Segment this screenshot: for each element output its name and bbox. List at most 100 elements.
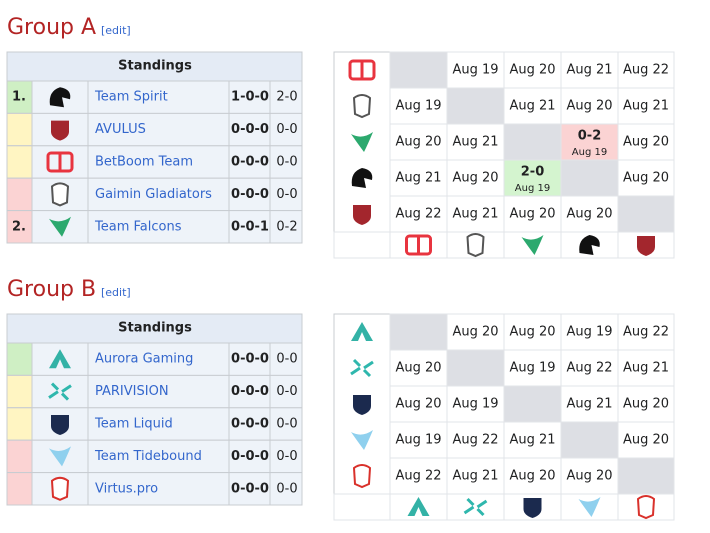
team-name: Team Tidebound [94, 449, 202, 464]
matrix-cell [446, 123, 505, 161]
rank-cell [6, 472, 33, 506]
edit-link[interactable]: [edit] [101, 24, 131, 37]
rank-cell [6, 145, 33, 179]
match-date: Aug 19 [452, 397, 498, 412]
team-logo [579, 235, 600, 255]
match-date: Aug 21 [452, 469, 498, 484]
series-score: 0-0-0 [231, 417, 269, 432]
rank-cell [6, 342, 33, 376]
matrix-cell [446, 457, 505, 495]
rank: 1. [12, 90, 26, 105]
matrix-cell [389, 421, 448, 459]
rank: 2. [12, 219, 26, 234]
team-logo [636, 495, 656, 520]
match-date: Aug 20 [509, 207, 555, 222]
match-date: Aug 19 [395, 433, 441, 448]
matrix-cell [389, 51, 448, 89]
map-score: 0-0 [276, 187, 297, 202]
team-name: Team Spirit [94, 90, 168, 105]
match-date: Aug 20 [623, 433, 669, 448]
matrix-cell [560, 51, 619, 89]
series-score: 1-0-0 [231, 90, 269, 105]
team-logo [351, 132, 373, 152]
group-title: Group B [7, 277, 96, 302]
team-logo [463, 497, 488, 517]
edit-link[interactable]: [edit] [101, 286, 131, 299]
matrix-cell [446, 51, 505, 89]
rank-cell [6, 407, 33, 441]
match-date: Aug 21 [623, 361, 669, 376]
team-name: Virtus.pro [95, 481, 158, 496]
matrix-cell [617, 87, 675, 125]
matrix-cell [560, 123, 619, 161]
match-date: Aug 20 [623, 397, 669, 412]
match-date: Aug 20 [509, 469, 555, 484]
match-date: Aug 20 [566, 99, 612, 114]
rank-cell [6, 374, 33, 409]
team-name: Team Liquid [94, 417, 173, 432]
match-date: Aug 22 [623, 325, 669, 340]
match-score: 2-0 [521, 165, 545, 180]
team-logo [351, 322, 373, 341]
matrix-cell [389, 385, 448, 423]
team-name: BetBoom Team [95, 155, 193, 170]
team-logo [578, 497, 601, 517]
map-score: 0-0 [276, 352, 297, 367]
matrix-cell [503, 421, 562, 459]
matrix-cell [446, 385, 505, 423]
match-date: Aug 19 [566, 325, 612, 340]
team-logo [49, 87, 71, 108]
match-date: Aug 19 [515, 183, 550, 194]
match-date: Aug 19 [395, 99, 441, 114]
rank-cell [6, 210, 33, 244]
matrix-cell [560, 159, 619, 197]
match-date: Aug 21 [566, 63, 612, 78]
series-score: 0-0-0 [231, 481, 269, 496]
match-date: Aug 20 [623, 135, 669, 150]
team-logo [637, 236, 655, 256]
matrix-cell [333, 231, 391, 259]
rank-cell [6, 177, 33, 212]
team-logo [49, 216, 71, 237]
matrix-cell [446, 313, 505, 351]
series-score: 0-0-0 [231, 449, 269, 464]
team-logo [353, 205, 371, 225]
match-date: Aug 22 [395, 207, 441, 222]
matrix-cell [503, 195, 562, 233]
team-logo [523, 498, 542, 518]
matrix-cell [617, 123, 675, 161]
group-title: Group A [7, 15, 96, 40]
matrix-cell [446, 87, 505, 125]
match-date: Aug 20 [623, 171, 669, 186]
team-logo [352, 464, 372, 489]
matrix-cell [617, 457, 675, 495]
team-logo [51, 120, 69, 141]
series-score: 0-0-0 [231, 187, 269, 202]
matrix-cell [617, 51, 675, 89]
match-date: Aug 21 [395, 171, 441, 186]
matrix-cell [446, 421, 505, 459]
map-score: 0-0 [276, 122, 297, 137]
matrix-cell [560, 421, 619, 459]
standings-header [6, 51, 303, 82]
team-logo [50, 182, 70, 207]
match-date: Aug 20 [566, 469, 612, 484]
matrix-cell [333, 493, 391, 521]
match-date: Aug 20 [452, 325, 498, 340]
map-score: 2-0 [276, 90, 297, 105]
match-date: Aug 20 [509, 325, 555, 340]
team-logo [350, 358, 374, 378]
matrix-cell [560, 349, 619, 387]
map-score: 0-0 [276, 481, 297, 496]
match-date: Aug 19 [572, 147, 607, 158]
standings-title: Standings [118, 59, 192, 74]
match-date: Aug 19 [509, 361, 555, 376]
matrix-cell [389, 313, 448, 351]
map-score: 0-2 [276, 219, 297, 234]
team-name: Team Falcons [94, 219, 182, 234]
matrix-cell [446, 159, 505, 197]
match-date: Aug 20 [566, 207, 612, 222]
matrix-cell [389, 159, 448, 197]
matrix-cell [617, 195, 675, 233]
